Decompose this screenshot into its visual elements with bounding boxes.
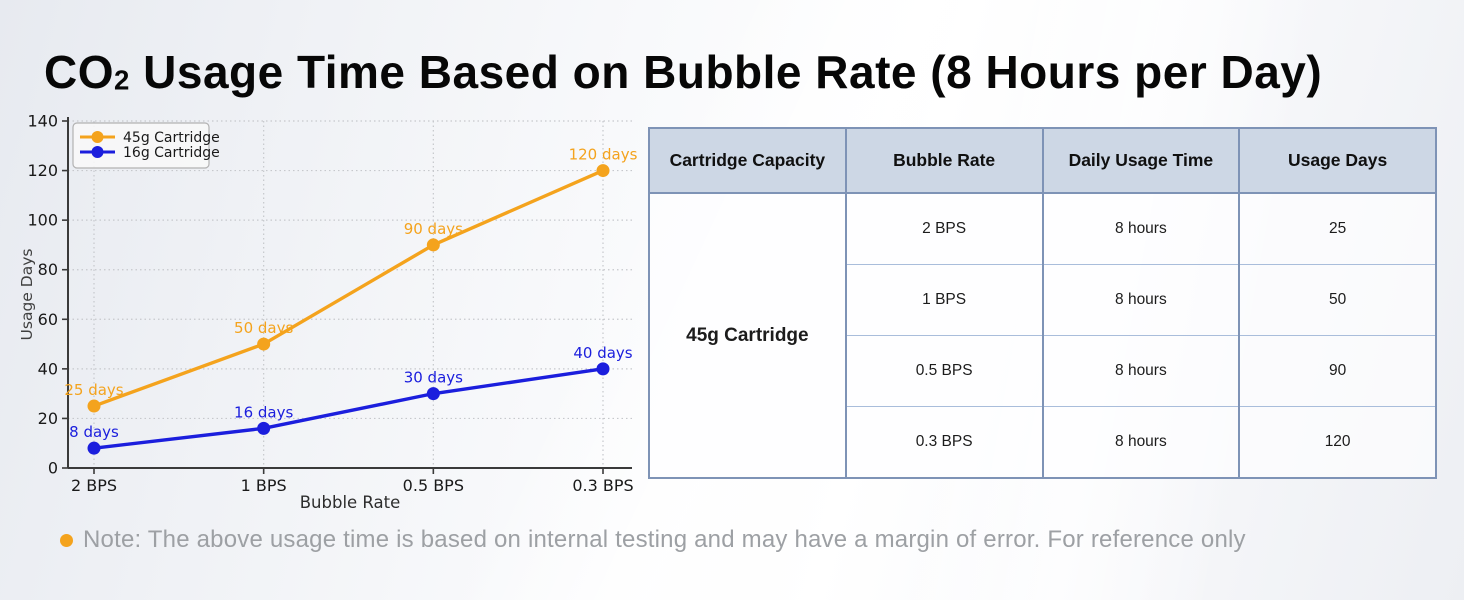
table-header-bubble-rate: Bubble Rate [844, 127, 1044, 194]
data-point [257, 421, 271, 435]
y-tick-label: 20 [38, 409, 58, 428]
cell-daily-usage-time: 8 hours [1041, 264, 1241, 336]
table-header-daily-usage-time: Daily Usage Time [1041, 127, 1241, 194]
note: Note: The above usage time is based on i… [60, 526, 1400, 554]
table-header-cartridge-capacity: Cartridge Capacity [648, 127, 847, 194]
y-tick-label: 140 [27, 112, 58, 131]
y-axis-title: Usage Days [20, 249, 36, 341]
legend-box [72, 122, 210, 169]
table-row: 45g Cartridge 2 BPS 8 hours 25 [648, 192, 1437, 478]
y-tick-label: 100 [27, 211, 58, 230]
cell-bubble-rate: 0.3 BPS [844, 406, 1044, 478]
y-tick-label: 60 [38, 310, 58, 329]
title-co: CO [44, 45, 114, 98]
cell-daily-usage-time: 8 hours [1041, 192, 1241, 265]
title-rest: Usage Time Based on Bubble Rate (8 Hours… [129, 45, 1323, 98]
cell-usage-days: 25 [1238, 192, 1437, 265]
cell-daily-usage-time: 8 hours [1041, 335, 1241, 407]
cell-daily-usage-time: 8 hours [1041, 406, 1241, 478]
data-point-label: 90 days [404, 220, 463, 238]
cell-usage-days: 50 [1238, 264, 1437, 336]
data-point [596, 164, 610, 178]
x-tick-label: 1 BPS [241, 476, 287, 495]
legend-label: 45g Cartridge [123, 130, 220, 146]
usage-table: Cartridge Capacity Bubble Rate Daily Usage… [648, 127, 1437, 479]
legend-marker [91, 146, 104, 158]
cell-bubble-rate: 0.5 BPS [844, 335, 1044, 407]
cell-usage-days: 90 [1238, 335, 1437, 407]
y-tick-label: 0 [48, 459, 58, 478]
table-header-usage-days: Usage Days [1238, 127, 1437, 194]
cell-cartridge-capacity: 45g Cartridge [648, 192, 847, 478]
legend-label: 16g Cartridge [123, 145, 220, 161]
data-point-label: 50 days [234, 319, 293, 337]
usage-table-container: Cartridge Capacity Bubble Rate Daily Usage… [648, 127, 1437, 479]
cell-usage-days: 120 [1238, 406, 1437, 478]
y-tick-label: 120 [27, 161, 58, 180]
page-title: CO2 Usage Time Based on Bubble Rate (8 H… [44, 45, 1454, 99]
x-axis-title: Bubble Rate [300, 493, 401, 510]
x-tick-label: 0.3 BPS [572, 476, 633, 495]
legend-marker [91, 131, 104, 143]
usage-days-line-chart: 0 20 40 60 80 100 120 140 2 BPS 1 BPS 0.5 BPS 0.3 B… [18, 106, 650, 513]
series-line [92, 367, 605, 450]
data-point-label: 25 days [64, 381, 123, 399]
series-line [92, 168, 605, 408]
x-tick-label: 0.5 BPS [403, 476, 464, 495]
table-row: 0.5 BPS 8 hours 90 [649, 335, 1437, 407]
note-bullet-icon [60, 533, 73, 547]
title-subscript-2: 2 [114, 64, 130, 96]
table-row: 0.3 BPS 8 hours 120 [649, 406, 1437, 478]
table-header-row: Cartridge Capacity Bubble Rate Daily Usage… [648, 127, 1437, 194]
cell-bubble-rate: 1 BPS [844, 264, 1044, 336]
data-point-label: 8 days [69, 423, 119, 441]
data-point [87, 441, 101, 455]
data-point [426, 238, 440, 252]
data-point-label: 16 days [234, 403, 293, 421]
y-tick-label: 40 [38, 359, 58, 378]
cell-bubble-rate: 2 BPS [844, 192, 1044, 265]
note-text: Note: The above usage time is based on i… [83, 526, 1246, 553]
data-point-label: 40 days [573, 344, 632, 362]
x-tick-label: 2 BPS [71, 476, 117, 495]
table-row: 1 BPS 8 hours 50 [649, 264, 1437, 336]
data-point [257, 337, 271, 351]
chart-svg: 0 20 40 60 80 100 120 140 2 BPS 1 BPS 0.5 BPS 0.3 B… [18, 112, 638, 513]
data-point-label: 120 days [569, 146, 638, 164]
data-point [596, 362, 610, 376]
data-point [87, 399, 101, 413]
y-tick-label: 80 [38, 260, 58, 279]
data-point [426, 387, 440, 401]
data-point-label: 30 days [404, 369, 463, 387]
